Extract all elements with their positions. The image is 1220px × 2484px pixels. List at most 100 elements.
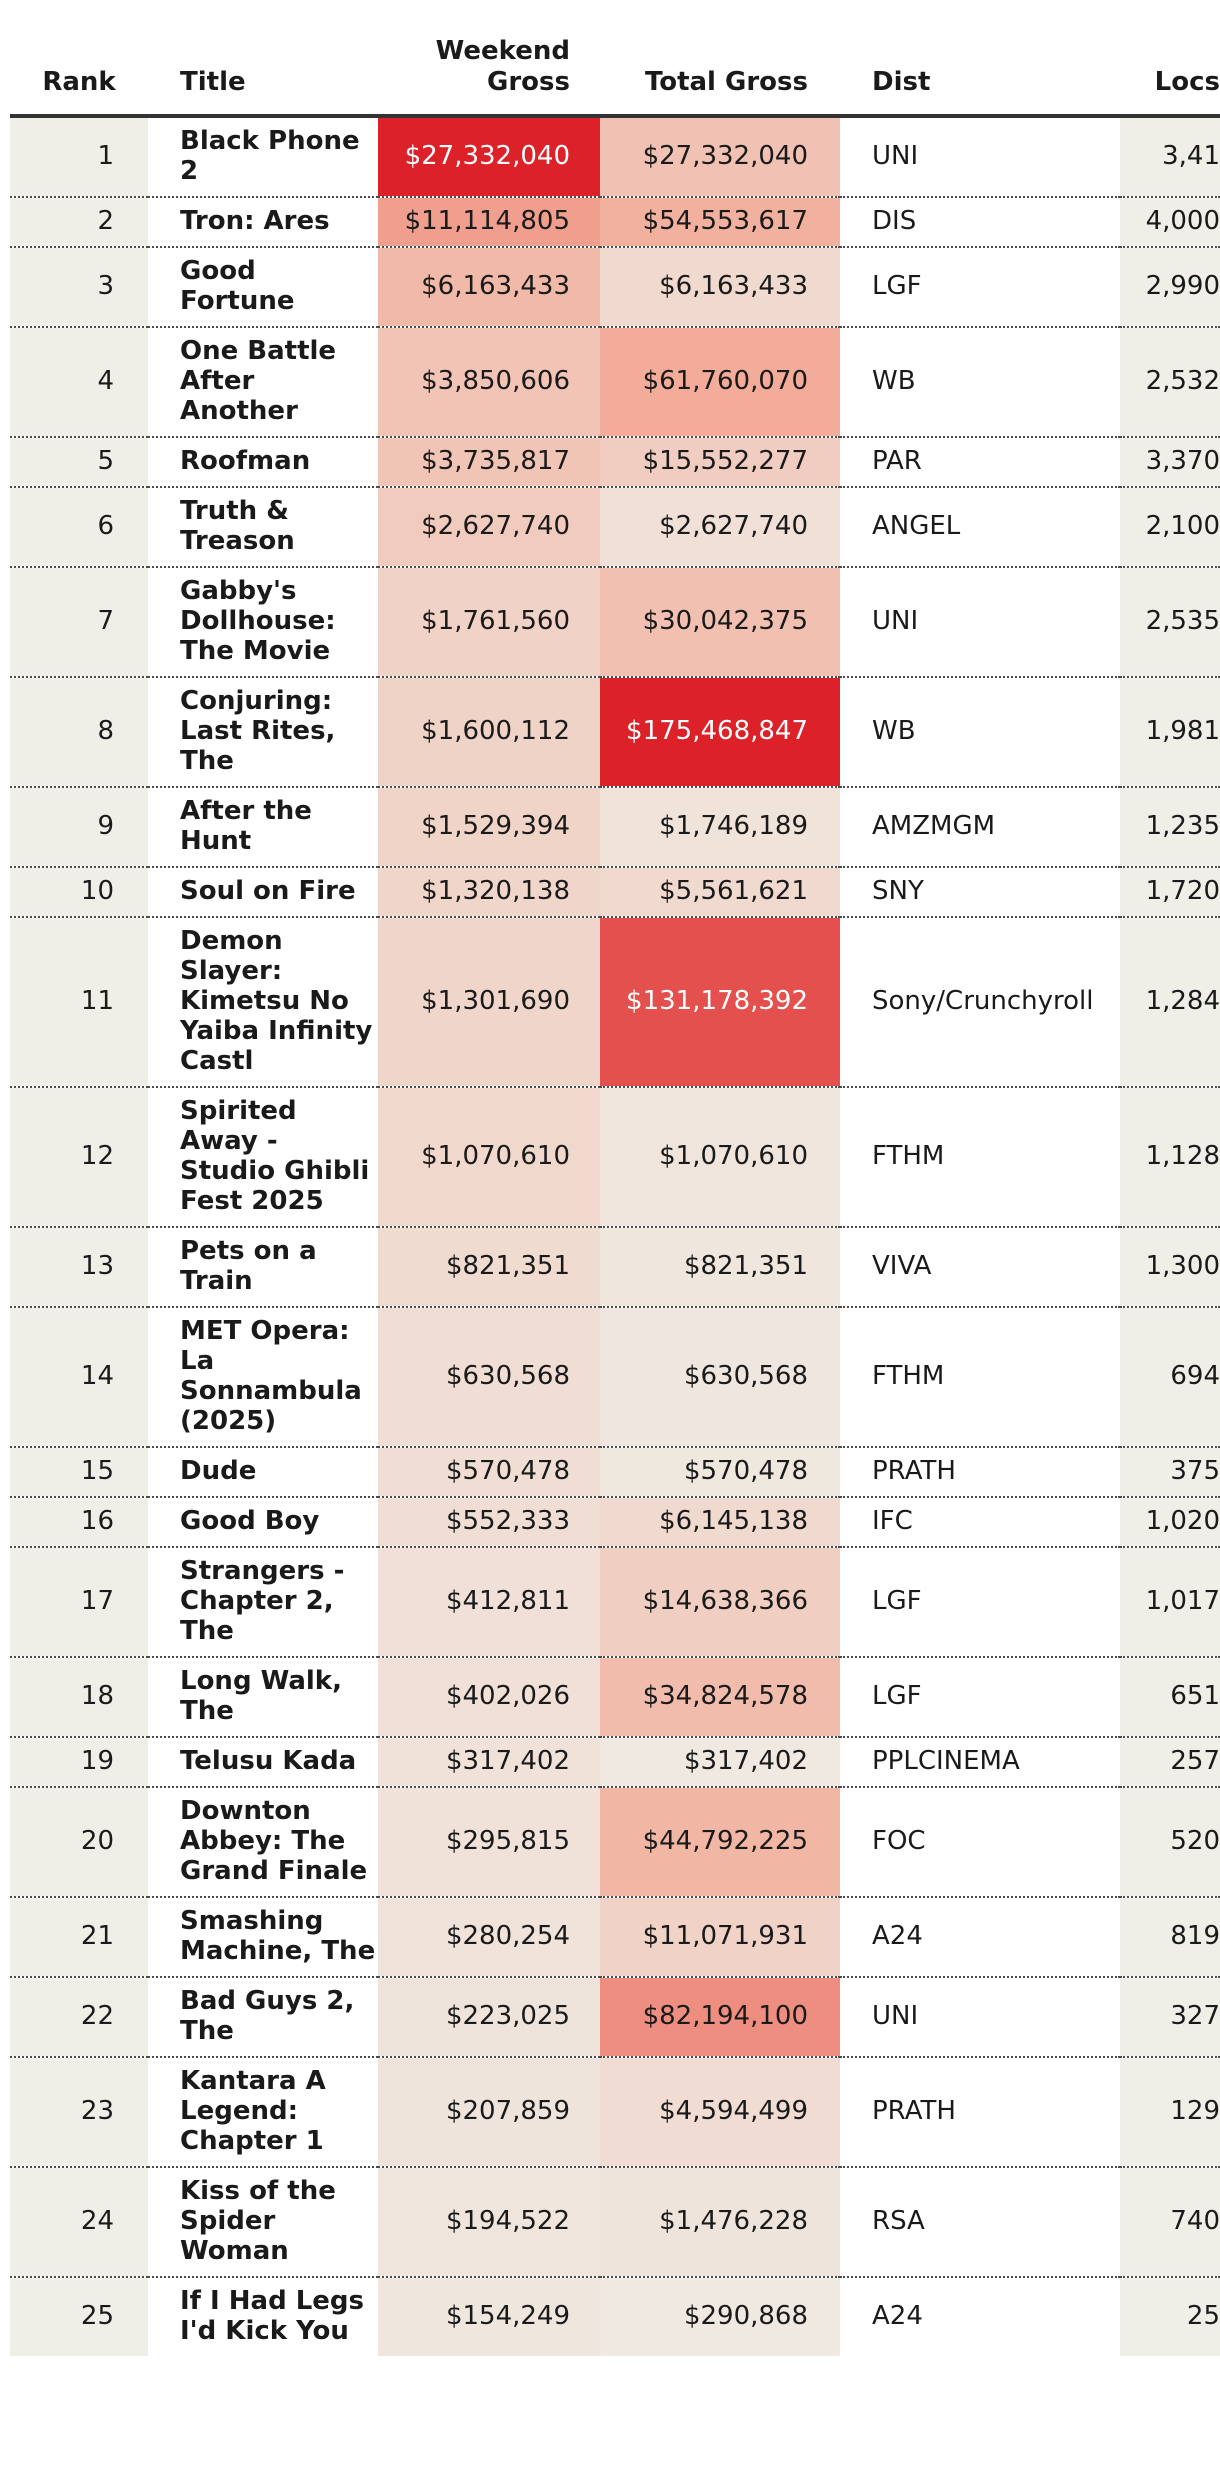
total-gross-cell: $34,824,578 [600,1657,840,1738]
locs-cell: 2,535 [1120,567,1220,678]
weekend-gross-cell: $3,735,817 [378,437,600,488]
locs-cell: 129 [1120,2057,1220,2168]
title-cell: Long Walk, The [148,1657,378,1738]
total-gross-cell: $15,552,277 [600,437,840,488]
total-gross-cell: $6,163,433 [600,247,840,328]
dist-cell: UNI [840,567,1120,678]
total-gross-cell: $82,194,100 [600,1977,840,2058]
locs-cell: 1,128 [1120,1087,1220,1228]
weekend-gross-cell: $1,529,394 [378,787,600,868]
table-row: 7 Gabby's Dollhouse: The Movie $1,761,560 $… [10,567,1220,678]
table-body: 1 Black Phone 2 $27,332,040 $27,332,040 UNI 3… [10,116,1220,2356]
total-gross-cell: $61,760,070 [600,327,840,438]
total-gross-cell: $1,746,189 [600,787,840,868]
rank-cell: 7 [10,567,148,678]
title-cell: Tron: Ares [148,197,378,248]
table-row: 21 Smashing Machine, The $280,254 $11,071,9… [10,1897,1220,1978]
title-cell: If I Had Legs I'd Kick You [180,2286,365,2346]
weekend-gross-cell: $3,850,606 [378,327,600,438]
rank-cell: 1 [10,116,148,198]
column-header-total-gross: Total Gross [600,36,840,118]
rank-cell: 25 [10,2277,148,2356]
dist-cell: LGF [840,1657,1120,1738]
table-row: 17 Strangers - Chapter 2, The $412,811 $14,… [10,1547,1220,1658]
title-cell: Pets on a Train [148,1227,378,1308]
title-cell: Kiss of the Spider Woman [148,2167,378,2278]
rank-cell: 19 [10,1737,148,1788]
title-cell: Black Phone 2 [148,116,378,198]
rank-cell: 16 [10,1497,148,1548]
dist-cell: WB [840,327,1120,438]
total-gross-cell: $821,351 [600,1227,840,1308]
dist-cell: PRATH [840,1447,1120,1498]
weekend-gross-cell: $1,600,112 [378,677,600,788]
locs-cell: 3,41 [1120,116,1220,198]
table-row: 2 Tron: Ares $11,114,805 $54,553,617 DIS 4,00… [10,197,1220,248]
rank-cell: 3 [10,247,148,328]
dist-cell: WB [840,677,1120,788]
rank-cell: 15 [10,1447,148,1498]
rank-cell: 5 [10,437,148,488]
total-gross-cell: $54,553,617 [600,197,840,248]
table-row: 10 Soul on Fire $1,320,138 $5,561,621 SNY 1,7… [10,867,1220,918]
locs-cell: 1,981 [1120,677,1220,788]
table-row: 4 One Battle After Another $3,850,606 $61,7… [10,327,1220,438]
total-gross-cell: $175,468,847 [600,677,840,788]
dist-cell: Sony/Crunchyroll [840,917,1120,1088]
dist-cell: AMZMGM [840,787,1120,868]
total-gross-cell: $4,594,499 [600,2057,840,2168]
table-row: 14 MET Opera: La Sonnambula (2025) $630,56… [10,1307,1220,1448]
weekend-gross-cell: $154,249 [378,2277,600,2356]
rank-cell: 14 [10,1307,148,1448]
total-gross-cell: $1,476,228 [600,2167,840,2278]
locs-cell: 4,000 [1120,197,1220,248]
title-cell: One Battle After Another [148,327,378,438]
table-row: 8 Conjuring: Last Rites, The $1,600,112 $17… [10,677,1220,788]
weekend-gross-cell: $207,859 [378,2057,600,2168]
weekend-gross-cell: $317,402 [378,1737,600,1788]
total-gross-cell: $2,627,740 [600,487,840,568]
locs-cell: 2,990 [1120,247,1220,328]
title-cell: Conjuring: Last Rites, The [148,677,378,788]
table-row: 24 Kiss of the Spider Woman $194,522 $1,476… [10,2167,1220,2278]
locs-cell: 694 [1120,1307,1220,1448]
total-gross-cell: $131,178,392 [600,917,840,1088]
rank-cell: 23 [10,2057,148,2168]
box-office-table: Rank Title Weekend Gross Total Gross Dis… [10,36,1220,2356]
title-cell: Strangers - Chapter 2, The [148,1547,378,1658]
dist-cell: A24 [872,2301,923,2331]
table-row: 13 Pets on a Train $821,351 $821,351 VIVA 1,3… [10,1227,1220,1308]
dist-cell: PAR [840,437,1120,488]
title-cell: Dude [148,1447,378,1498]
dist-cell: FOC [840,1787,1120,1898]
dist-cell: FTHM [840,1087,1120,1228]
table-row: 25 If I Had Legs I'd Kick You $154,249 $290… [10,2277,1220,2356]
total-gross-cell: $27,332,040 [600,116,840,198]
locs-cell: 3,370 [1120,437,1220,488]
title-cell: Demon Slayer: Kimetsu No Yaiba Infinity … [148,917,378,1088]
table-row: 22 Bad Guys 2, The $223,025 $82,194,100 UNI 3… [10,1977,1220,2058]
weekend-gross-cell: $402,026 [378,1657,600,1738]
weekend-gross-cell: $6,163,433 [378,247,600,328]
weekend-gross-cell: $630,568 [378,1307,600,1448]
weekend-gross-cell: $1,761,560 [378,567,600,678]
dist-cell: PPLCINEMA [840,1737,1120,1788]
total-gross-cell: $570,478 [600,1447,840,1498]
weekend-gross-cell: $280,254 [378,1897,600,1978]
weekend-gross-cell: $223,025 [378,1977,600,2058]
locs-cell: 257 [1120,1737,1220,1788]
total-gross-cell: $14,638,366 [600,1547,840,1658]
weekend-gross-cell: $412,811 [378,1547,600,1658]
total-gross-cell: $44,792,225 [600,1787,840,1898]
dist-cell: ANGEL [840,487,1120,568]
rank-cell: 8 [10,677,148,788]
rank-cell: 10 [10,867,148,918]
weekend-gross-cell: $1,320,138 [378,867,600,918]
locs-cell: 1,284 [1120,917,1220,1088]
total-gross-cell: $290,868 [600,2277,840,2356]
total-gross-cell: $30,042,375 [600,567,840,678]
total-gross-cell: $6,145,138 [600,1497,840,1548]
title-cell: Bad Guys 2, The [148,1977,378,2058]
locs-cell: 2,532 [1120,327,1220,438]
